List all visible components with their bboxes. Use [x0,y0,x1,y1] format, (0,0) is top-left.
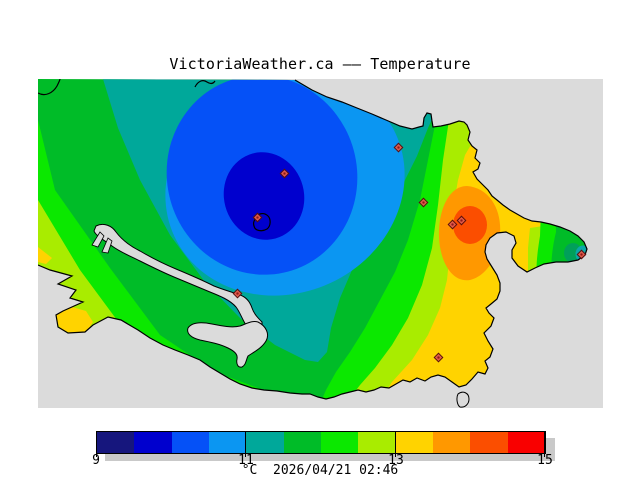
map-canvas [38,79,603,408]
gold-patch-southwest [55,307,93,334]
small-island [456,391,470,408]
northwest-contour-arc [38,79,61,96]
coastline [38,79,588,400]
warm-center [453,206,487,244]
legend-segment-5 [283,432,321,453]
north-coast-squiggle [194,80,216,88]
legend-tick-13 [395,431,396,457]
legend-segment-3 [208,432,247,453]
temperature-contour-map [38,79,603,408]
legend-label-9: 9 [92,453,100,468]
legend-segment-11 [507,432,545,453]
legend-label-13: 13 [388,453,404,468]
legend-segment-7 [358,432,396,453]
legend-label-15: 15 [537,453,553,468]
cold-center-contour-loop [252,213,271,232]
harbour [187,321,269,368]
legend-tick-15 [544,431,545,457]
legend-segment-2 [171,432,209,453]
page-title: VictoriaWeather.ca —— Temperature [169,55,471,73]
legend-colorbar [96,431,546,454]
gold-patch-west-small [38,247,52,264]
legend-label-11: 11 [238,453,254,468]
legend-segment-4 [246,432,284,453]
basin-finger-2 [101,237,113,254]
basin-finger-1 [91,231,105,248]
legend-tick-9 [96,431,97,457]
legend-segment-8 [395,432,433,453]
legend-segment-9 [432,432,471,453]
legend-segment-10 [470,432,508,453]
legend-caption: °C 2026/04/21 02:46 [241,463,399,478]
legend-segment-6 [320,432,359,453]
legend-tick-11 [245,431,246,457]
legend-segment-1 [134,432,172,453]
legend-segment-0 [97,432,135,453]
